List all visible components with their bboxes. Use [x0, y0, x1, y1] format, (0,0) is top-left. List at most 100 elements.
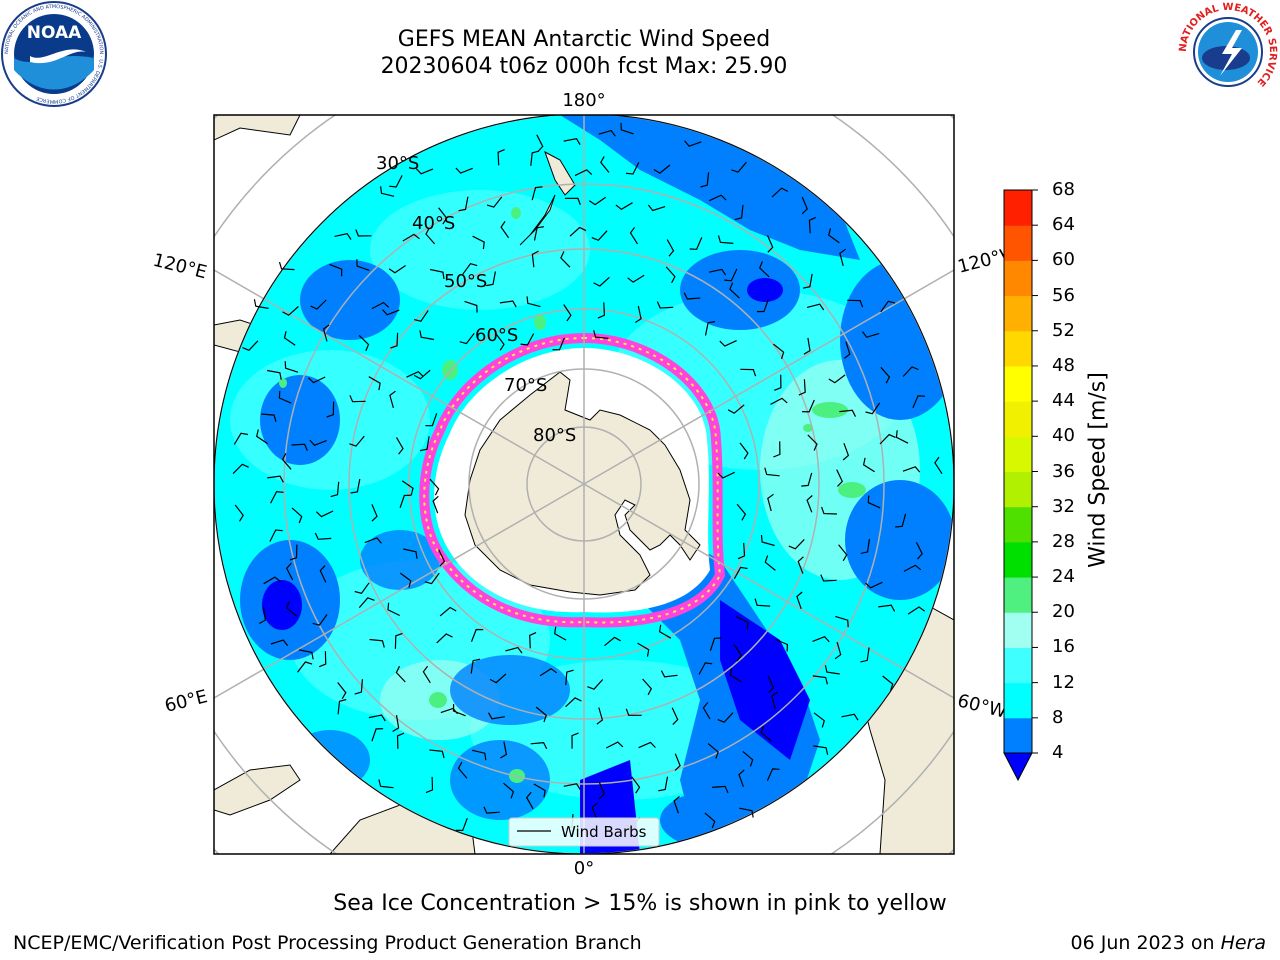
- wind-barb: [289, 544, 298, 561]
- wind-barb: [425, 227, 436, 245]
- wind-barb: [736, 503, 747, 521]
- wind-barb: [880, 366, 891, 384]
- wind-barbs: [232, 122, 943, 831]
- wind-barb: [425, 413, 438, 427]
- wind-barb: [806, 303, 825, 311]
- wind-barb: [368, 714, 386, 722]
- wind-barb: [671, 707, 679, 726]
- host-name: Hera: [1220, 932, 1266, 954]
- wind-barb: [368, 376, 381, 391]
- wind-barb: [395, 665, 406, 683]
- wind-barb: [499, 300, 517, 308]
- wind-barb: [605, 741, 624, 749]
- colorbar-segment: [1004, 471, 1032, 508]
- credit-text: NCEP/EMC/Verification Post Processing Pr…: [13, 932, 642, 954]
- wind-barb: [371, 301, 390, 310]
- wind-barb: [284, 361, 299, 373]
- colorbar-tick-label: 52: [1052, 319, 1075, 341]
- wind-barb: [729, 282, 740, 299]
- wind-barb: [820, 574, 837, 582]
- wind-barb: [472, 235, 485, 250]
- wind-barb: [708, 268, 727, 276]
- colorbar-tick-label: 60: [1052, 249, 1075, 271]
- wind-barb: [387, 602, 400, 617]
- wind-barb: [278, 390, 292, 404]
- wind-barb: [860, 538, 870, 554]
- wind-barb: [767, 493, 774, 512]
- wind-barb: [358, 597, 375, 608]
- wind-barb: [429, 478, 440, 496]
- lon-label-60e: 60°E: [163, 686, 210, 717]
- wind-barb: [259, 607, 267, 625]
- wind-barb: [731, 161, 747, 173]
- wind-barb: [283, 330, 296, 346]
- wind-barb: [724, 268, 738, 282]
- new-zealand: [519, 150, 576, 246]
- wind-barb: [808, 216, 817, 234]
- wind-barb: [821, 506, 837, 515]
- colorbar-tick-label: 56: [1052, 284, 1075, 306]
- wind-barb: [666, 239, 675, 257]
- wind-barb: [591, 230, 608, 242]
- wind-barb: [740, 368, 757, 377]
- wind-barb: [704, 812, 716, 829]
- wind-barb: [631, 776, 641, 794]
- noaa-logo: NOAA NATIONAL OCEANIC AND ATMOSPHERIC AD…: [1, 1, 107, 107]
- wind-barb: [717, 235, 734, 244]
- wind-barb: [773, 441, 781, 458]
- wind-barb: [806, 495, 813, 513]
- colorbar-segment: [1004, 190, 1032, 226]
- colorbar: [1003, 189, 1038, 782]
- wind-barb: [554, 626, 567, 641]
- wind-barb: [739, 807, 754, 818]
- date-text: 06 Jun 2023 on: [1070, 932, 1221, 954]
- wind-barb: [878, 604, 896, 612]
- wind-barb: [318, 651, 327, 668]
- wind-barb: [530, 150, 540, 166]
- map-frame: [213, 114, 955, 855]
- wind-barb: [394, 632, 403, 649]
- wind-barb: [396, 732, 405, 749]
- wind-barb: [907, 606, 926, 615]
- wind-barb: [413, 369, 431, 380]
- wind-barb: [673, 796, 680, 814]
- colorbar-tick-label: 20: [1052, 601, 1075, 623]
- wind-barb: [291, 507, 303, 524]
- wind-barb: [314, 532, 332, 540]
- wind-barb: [520, 333, 535, 346]
- wind-barb: [813, 745, 829, 755]
- wind-barb: [862, 457, 875, 473]
- wind-barb: [912, 395, 926, 409]
- wind-barb: [593, 330, 609, 339]
- wind-barb: [828, 228, 840, 244]
- colorbar-tick-label: 68: [1052, 179, 1075, 200]
- wind-barb: [733, 644, 742, 662]
- wind-barb: [803, 337, 811, 355]
- wind-barb: [812, 635, 830, 643]
- wind-barb: [591, 802, 598, 820]
- wind-barb: [934, 456, 943, 475]
- wind-barb: [390, 332, 399, 349]
- wind-barb: [533, 783, 546, 798]
- wind-barb: [835, 615, 849, 628]
- colorbar-segment: [1004, 365, 1032, 402]
- colorbar-segment: [1004, 225, 1032, 261]
- wind-barb: [593, 276, 610, 287]
- wind-barb: [653, 164, 671, 174]
- wind-barb: [638, 741, 656, 749]
- map-subtitle: 20230604 t06z 000h fcst Max: 25.90: [380, 54, 788, 79]
- wind-barb: [754, 598, 771, 607]
- colorbar-tick-label: 64: [1052, 214, 1075, 236]
- wind-barb: [698, 662, 713, 675]
- wind-barb: [739, 442, 749, 460]
- wind-barb: [458, 196, 469, 212]
- wind-barb: [571, 732, 579, 749]
- wind-barb: [729, 668, 742, 683]
- wind-barb: [862, 331, 880, 338]
- wind-barb: [269, 529, 283, 542]
- wind-barb: [291, 443, 308, 451]
- lon-label-60w: 60°W: [955, 690, 1009, 722]
- wind-barb: [415, 168, 434, 175]
- colorbar-segment: [1004, 436, 1032, 472]
- wind-barb: [438, 207, 448, 225]
